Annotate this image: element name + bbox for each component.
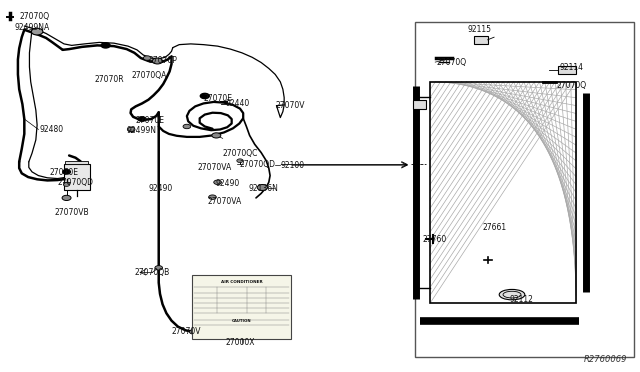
Text: 27070E: 27070E <box>204 94 232 103</box>
Text: 27000X: 27000X <box>225 339 255 347</box>
Text: 92490: 92490 <box>148 185 173 193</box>
Text: 27070QA: 27070QA <box>132 71 167 80</box>
Ellipse shape <box>503 291 521 298</box>
Text: 27070V: 27070V <box>275 101 305 110</box>
Text: 27070Q: 27070Q <box>557 81 587 90</box>
Text: AIR CONDITIONER: AIR CONDITIONER <box>221 280 262 284</box>
Text: 27661: 27661 <box>483 223 507 232</box>
Circle shape <box>237 159 243 163</box>
Text: 27070QC: 27070QC <box>223 149 258 158</box>
Circle shape <box>63 183 70 186</box>
Circle shape <box>31 28 43 35</box>
Text: 27070QD: 27070QD <box>239 160 275 169</box>
Text: 27070R: 27070R <box>95 75 124 84</box>
Text: 27070E: 27070E <box>136 116 164 125</box>
Text: 92114: 92114 <box>559 63 584 72</box>
Text: 92499N: 92499N <box>127 126 157 135</box>
Bar <box>192 275 291 339</box>
Bar <box>64 164 90 190</box>
Text: 27760: 27760 <box>422 235 447 244</box>
Bar <box>415 22 634 357</box>
Bar <box>430 82 576 303</box>
Text: 92440: 92440 <box>225 99 250 108</box>
Text: 27070P: 27070P <box>148 56 177 65</box>
Bar <box>413 100 426 109</box>
Text: 92480: 92480 <box>40 125 64 134</box>
Ellipse shape <box>499 289 525 300</box>
Circle shape <box>62 195 71 201</box>
Text: CAUTION: CAUTION <box>232 319 252 323</box>
Bar <box>474 36 488 44</box>
Text: 27070VA: 27070VA <box>207 197 242 206</box>
Circle shape <box>138 117 146 121</box>
Circle shape <box>257 185 268 190</box>
Circle shape <box>152 58 163 64</box>
Text: 27070QD: 27070QD <box>58 178 93 187</box>
Circle shape <box>214 180 221 185</box>
Circle shape <box>127 127 135 132</box>
Circle shape <box>209 195 216 199</box>
Text: 27070Q: 27070Q <box>19 12 49 21</box>
Circle shape <box>189 330 197 334</box>
Text: 92499NA: 92499NA <box>14 23 49 32</box>
Text: 92136N: 92136N <box>248 185 278 193</box>
Text: 27070VB: 27070VB <box>54 208 89 217</box>
Text: 27070QB: 27070QB <box>134 268 170 277</box>
Text: R2760069: R2760069 <box>584 355 627 364</box>
Circle shape <box>143 56 151 60</box>
Text: 27070Q: 27070Q <box>436 58 467 67</box>
Text: 27070VA: 27070VA <box>197 163 232 172</box>
Text: 92112: 92112 <box>509 295 533 304</box>
Bar <box>558 66 576 74</box>
Text: 92115: 92115 <box>467 25 492 34</box>
Text: 27070V: 27070V <box>172 327 201 336</box>
Circle shape <box>183 124 191 129</box>
Text: 27070E: 27070E <box>50 168 79 177</box>
Circle shape <box>155 266 163 270</box>
Bar <box>65 161 88 164</box>
Circle shape <box>101 43 110 48</box>
Circle shape <box>200 93 209 99</box>
Text: 92100: 92100 <box>280 161 305 170</box>
Circle shape <box>212 133 221 138</box>
Bar <box>430 82 576 303</box>
Text: 92490: 92490 <box>215 179 239 188</box>
Circle shape <box>63 170 70 174</box>
